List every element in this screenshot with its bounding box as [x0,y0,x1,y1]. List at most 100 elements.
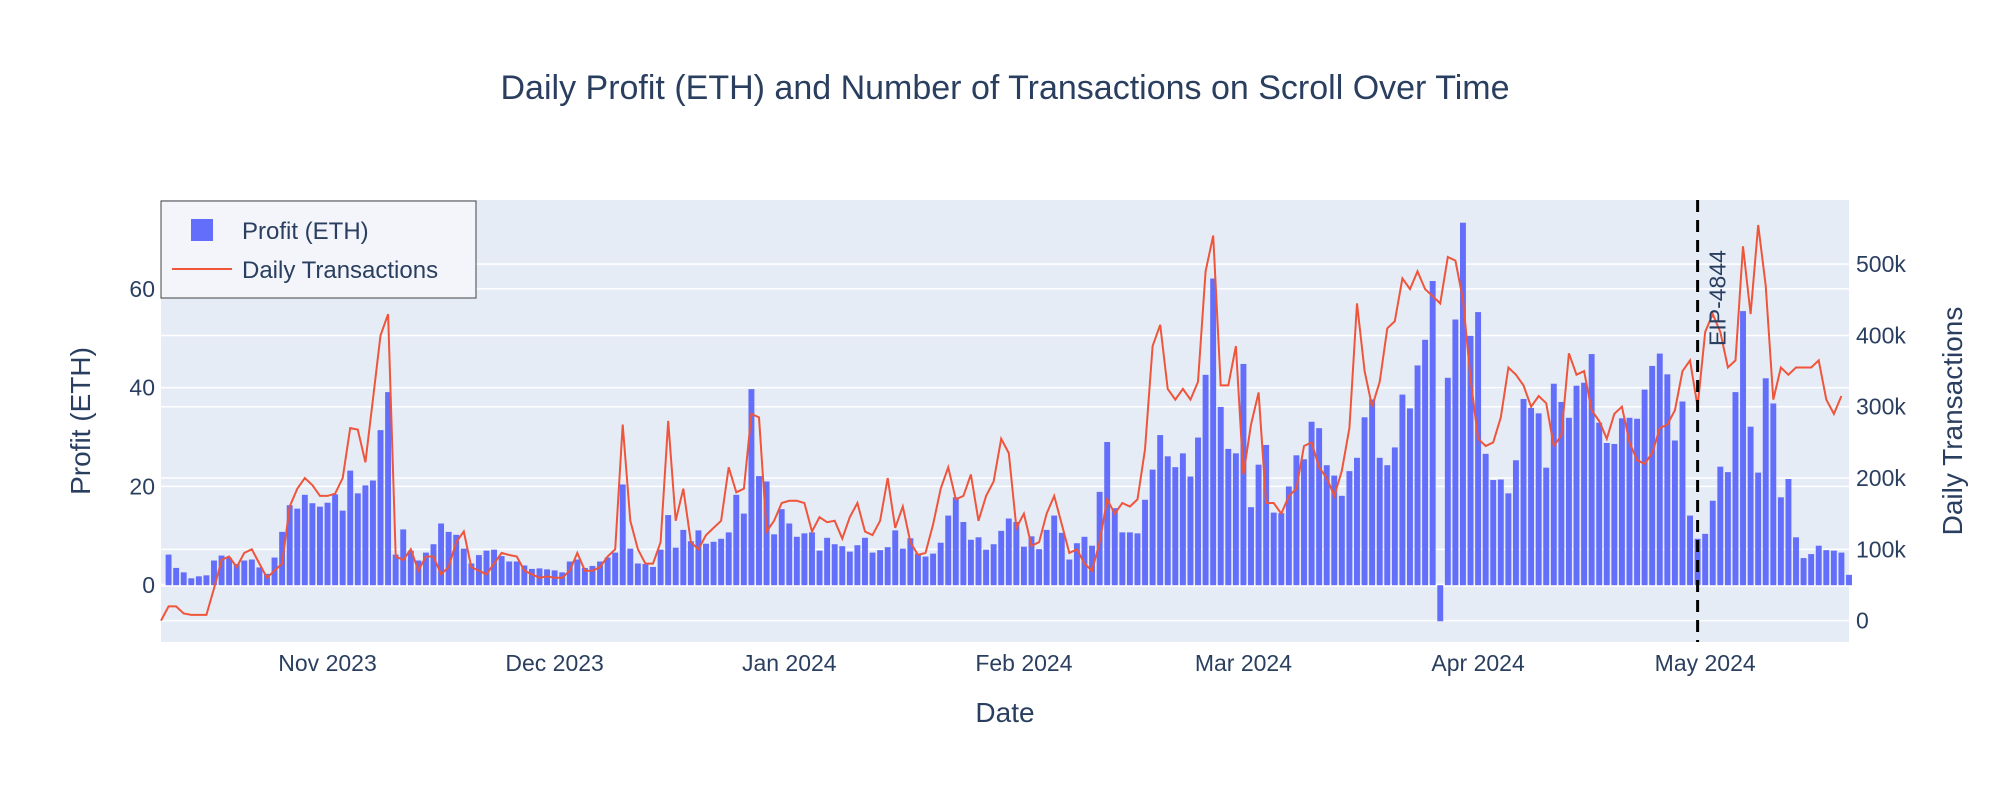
x-axis-ticks: Nov 2023 Dec 2023 Jan 2024 Feb 2024 Mar 2024… [278,650,1756,676]
profit-bar [672,547,679,586]
profit-bar [1755,472,1762,586]
profit-bar [831,544,838,586]
profit-bar [233,563,240,586]
profit-bar [574,559,581,586]
profit-bar [1005,518,1012,586]
profit-bar [1550,383,1557,586]
profit-bar [1308,421,1315,586]
profit-bar [1429,280,1436,586]
profit-bar [430,544,437,586]
profit-bar [1838,552,1845,586]
y-right-tick-label: 0 [1856,608,1869,634]
profit-bar [1679,401,1686,586]
profit-bar [1626,417,1633,586]
profit-bar [1588,354,1595,586]
profit-bar [1618,418,1625,586]
legend-box [160,200,477,299]
y-right-tick-label: 500k [1856,251,1906,277]
profit-bar [665,515,672,586]
profit-bar [1687,515,1693,586]
profit-bar [1399,394,1406,586]
profit-bar [899,548,906,586]
profit-bar [1293,455,1300,586]
profit-bar [498,556,505,586]
profit-bar [203,575,210,586]
profit-bar [1028,536,1035,586]
profit-bar [1248,507,1254,586]
profit-bar [1482,453,1489,586]
profit-bar [627,548,634,586]
profit-bar [528,568,535,586]
profit-bar [453,534,460,586]
profit-bar [491,549,498,586]
profit-bar [1497,479,1504,586]
profit-bar [506,561,513,586]
profit-bar [1747,426,1754,586]
profit-bar [1740,311,1746,586]
profit-bar [301,494,308,586]
profit-bar [1020,546,1027,586]
profit-bar [392,554,399,586]
profit-bar [1323,465,1330,586]
profit-bar [650,566,656,586]
profit-bar [703,543,709,586]
profit-bar [884,547,891,586]
profit-bar [1535,413,1542,586]
profit-bar [1104,441,1111,586]
y-left-axis-title: Profit (ETH) [65,347,96,495]
profit-bar [680,529,687,586]
profit-bar [619,484,626,586]
profit-bar [967,539,974,586]
profit-bar [1013,521,1020,586]
profit-bar [1414,365,1421,586]
profit-bar [612,552,619,586]
profit-bar [1475,312,1482,586]
profit-bar [1709,500,1716,586]
profit-bar [1058,532,1065,586]
profit-bar [1444,377,1451,586]
legend: Profit (ETH) Daily Transactions [160,200,477,299]
profit-bar [1073,543,1080,586]
profit-bar [566,561,573,586]
profit-bar [922,556,929,586]
profit-bar [1770,403,1777,586]
profit-bar [1702,533,1709,586]
profit-bar [1051,515,1058,586]
profit-bar [264,573,270,586]
profit-bar [710,541,717,586]
profit-bar [1808,554,1815,586]
profit-bar [642,563,649,586]
profit-bar [1732,392,1739,586]
profit-bar [468,563,475,586]
profit-bar [1565,417,1572,586]
profit-bar [1338,495,1345,586]
y-left-tick-label: 40 [129,375,155,401]
profit-bar [945,515,952,586]
chart-title: Daily Profit (ETH) and Number of Transac… [501,69,1510,107]
profit-bar [809,532,815,586]
profit-bar [407,550,414,586]
legend-item-transactions: Daily Transactions [242,257,438,284]
y-right-tick-label: 100k [1856,536,1906,562]
profit-bar [914,553,921,586]
profit-bar [1119,532,1126,586]
profit-bar [824,537,831,586]
x-tick-label: Apr 2024 [1431,650,1525,676]
profit-bar [1331,475,1338,586]
profit-bar [725,532,732,586]
x-tick-label: Feb 2024 [975,650,1072,676]
x-tick-label: Mar 2024 [1195,650,1292,676]
profit-bar [1581,382,1588,586]
profit-bar [1460,222,1466,586]
y-left-tick-label: 0 [142,572,155,598]
profit-bar [1217,406,1224,586]
profit-bar [854,545,861,586]
profit-bar [165,554,172,586]
profit-bar [930,553,937,586]
profit-bar [483,550,490,586]
profit-bar [354,493,361,586]
profit-bar [385,392,392,586]
profit-bar [1391,447,1398,586]
profit-bar [1316,428,1323,586]
